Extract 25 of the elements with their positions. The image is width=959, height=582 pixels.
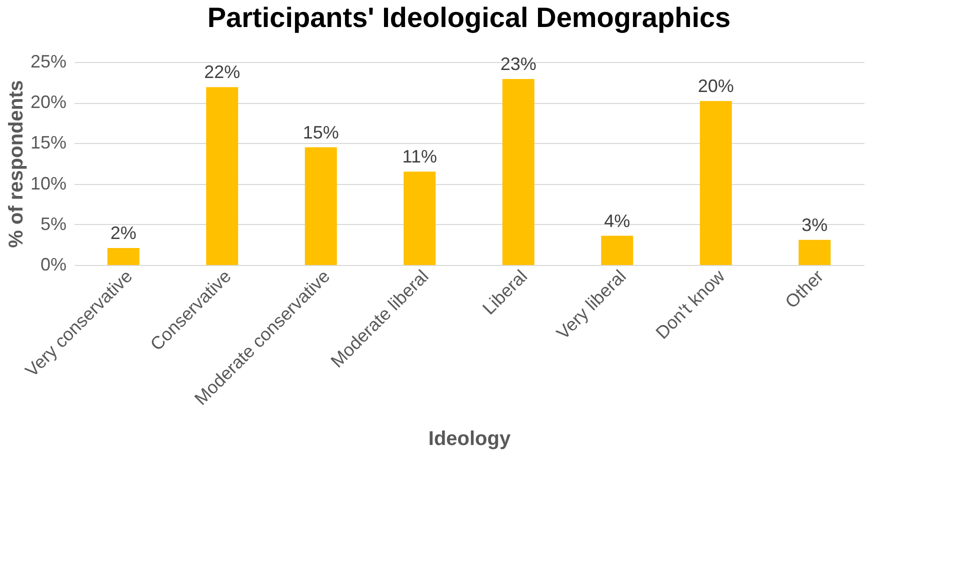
chart-title: Participants' Ideological Demographics [207,2,731,33]
y-tick-label: 0% [40,254,66,274]
bar [798,240,831,265]
y-tick-label: 15% [30,132,66,153]
data-label: 23% [500,54,536,74]
bar [206,87,238,265]
data-label: 4% [604,210,630,231]
bar [502,79,534,265]
data-label: 11% [402,146,437,167]
data-label: 2% [110,222,136,243]
data-label: 3% [802,214,828,235]
bar [601,236,634,265]
bar [107,248,140,265]
y-axis-title: % of respondents [5,80,28,248]
x-axis-title: Ideology [428,428,512,450]
y-tick-label: 20% [30,92,66,112]
y-tick-label: 25% [30,52,66,72]
data-label: 15% [302,122,339,142]
data-label: 20% [698,76,734,96]
bar [700,100,732,265]
bar [304,147,337,265]
data-label: 22% [204,62,240,82]
y-tick-label: 10% [30,173,66,194]
bar [404,172,436,265]
y-tick-label: 5% [40,214,66,234]
